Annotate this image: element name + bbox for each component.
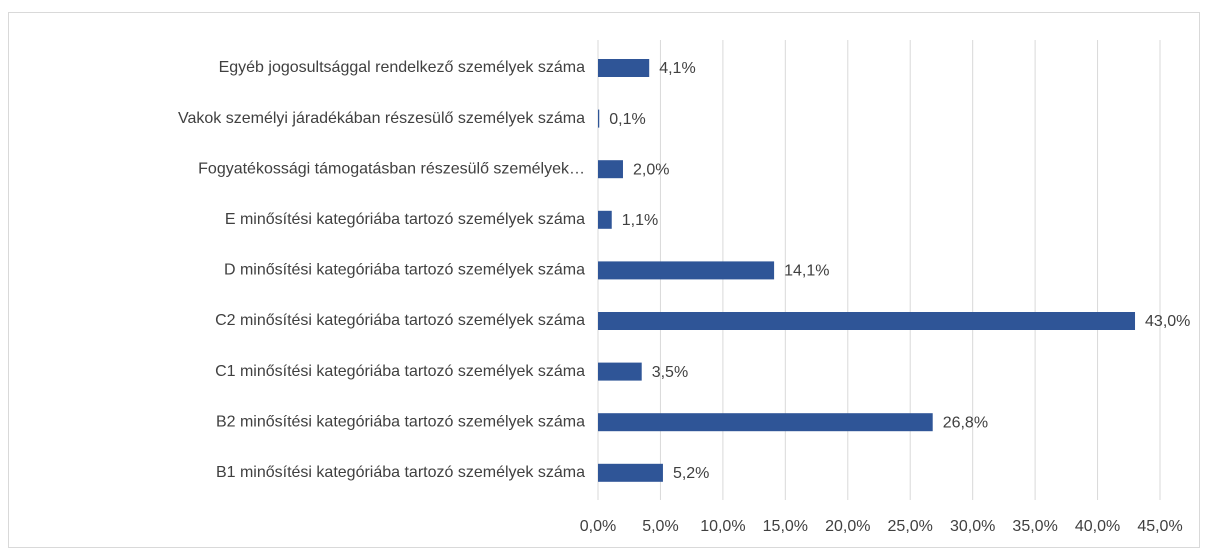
data-label: 5,2% — [673, 465, 709, 482]
bar — [598, 413, 933, 432]
y-tick-label: Egyéb jogosultsággal rendelkező személye… — [219, 59, 586, 76]
bar — [598, 463, 663, 482]
y-tick-label: B1 minősítési kategóriába tartozó személ… — [216, 464, 585, 481]
x-tick-label: 15,0% — [763, 518, 808, 535]
bar — [598, 109, 600, 128]
x-tick-label: 45,0% — [1137, 518, 1182, 535]
y-tick-label: C2 minősítési kategóriába tartozó személ… — [215, 312, 585, 329]
x-tick-label: 35,0% — [1012, 518, 1057, 535]
bar — [598, 59, 650, 77]
data-label: 14,1% — [784, 263, 829, 280]
y-tick-label: B2 minősítési kategóriába tartozó személ… — [216, 413, 585, 430]
data-label: 2,0% — [633, 161, 669, 178]
x-tick-label: 5,0% — [642, 518, 678, 535]
bar — [598, 210, 612, 229]
x-tick-label: 30,0% — [950, 518, 995, 535]
data-label: 4,1% — [659, 60, 695, 77]
y-tick-label: Vakok személyi járadékában részesülő sze… — [178, 110, 585, 127]
bar — [598, 362, 642, 381]
bar — [598, 312, 1136, 330]
x-tick-label: 40,0% — [1075, 518, 1120, 535]
chart-border — [8, 12, 1200, 548]
bar — [598, 160, 623, 179]
data-label: 26,8% — [943, 414, 988, 431]
data-label: 43,0% — [1145, 313, 1190, 330]
x-tick-label: 0,0% — [580, 518, 616, 535]
data-label: 0,1% — [609, 111, 645, 128]
y-tick-label: D minősítési kategóriába tartozó személy… — [224, 262, 585, 279]
y-tick-label: C1 minősítési kategóriába tartozó személ… — [215, 363, 585, 380]
x-tick-label: 10,0% — [700, 518, 745, 535]
y-tick-label: E minősítési kategóriába tartozó személy… — [225, 211, 585, 228]
bar — [598, 261, 775, 280]
data-label: 1,1% — [622, 212, 658, 229]
data-label: 3,5% — [652, 364, 688, 381]
y-tick-label: Fogyatékossági támogatásban részesülő sz… — [198, 160, 585, 177]
x-tick-label: 20,0% — [825, 518, 870, 535]
x-tick-label: 25,0% — [888, 518, 933, 535]
